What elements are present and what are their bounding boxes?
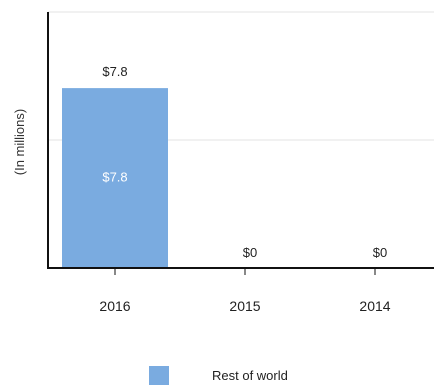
axes: 2016 2015 2014: [47, 12, 434, 314]
y-axis-label: (In millions): [12, 109, 27, 175]
legend-label: Rest of world: [212, 368, 288, 383]
bar-value-label: $0: [243, 245, 257, 260]
x-tick-label: 2014: [359, 298, 390, 314]
bars: $7.8 $7.8 $0 $0: [62, 64, 387, 268]
x-tick-label: 2016: [99, 298, 130, 314]
legend-swatch: [149, 366, 169, 385]
bar-value-label: $0: [373, 245, 387, 260]
legend: Rest of world: [149, 366, 288, 385]
x-tick-label: 2015: [229, 298, 260, 314]
bar-value-label: $7.8: [102, 64, 127, 79]
bar: [62, 88, 168, 268]
bar-inner-label: $7.8: [102, 170, 127, 185]
